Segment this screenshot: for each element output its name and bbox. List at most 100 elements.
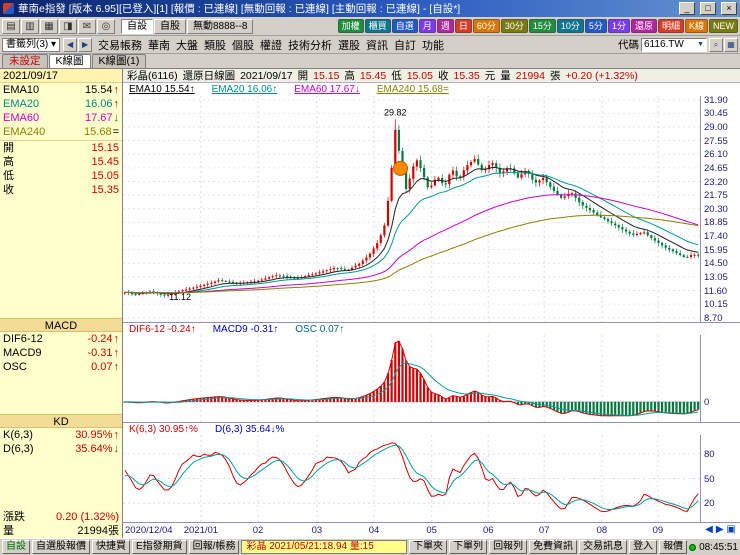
chart-header-seg-0: 彩晶(6116) — [127, 70, 178, 82]
x-axis-label: 09 — [652, 525, 664, 536]
forward-icon[interactable]: ▶ — [78, 37, 93, 52]
menu-item[interactable]: 大盤 — [176, 39, 199, 52]
toolbar-chip[interactable]: NEW — [709, 19, 738, 33]
indicator-arrow-icon: ↑ — [113, 360, 120, 373]
status-ticker[interactable]: 彩晶 2021/05/21:18.94 量:15 — [241, 540, 408, 554]
price-axis-label: 10.15 — [704, 299, 728, 311]
title-bar: 華南e指發 [版本 6.95][已登入][1] [報價 : 已連線] [無動回報… — [0, 0, 740, 17]
code-value: 6116.TW — [644, 39, 684, 50]
status-right-group: 下單夾 下單列 回報列 免費資訊 交易訊息 登入 報價 — [409, 540, 688, 554]
macd-chart[interactable] — [123, 335, 700, 422]
toolbar-chip[interactable]: 5分 — [584, 19, 607, 33]
chart-header-seg-2: 2021/09/17 — [240, 69, 293, 82]
back-icon[interactable]: ◀ — [63, 37, 78, 52]
status-button[interactable]: 報價 — [659, 540, 688, 554]
indicator-number: 15.54 — [84, 84, 113, 96]
status-button[interactable]: 自設 — [2, 540, 30, 554]
indicator-value: 0.07 ↑ — [91, 360, 119, 374]
status-button[interactable]: 免費資訊 — [529, 540, 578, 554]
status-button[interactable]: 登入 — [629, 540, 658, 554]
menu-item[interactable]: 自訂 — [394, 39, 417, 52]
menu-item[interactable]: 選股 — [338, 39, 361, 52]
price-axis-label: 31.90 — [704, 94, 728, 106]
maximize-button[interactable]: □ — [700, 2, 716, 15]
status-button[interactable]: 快捷買 — [92, 540, 130, 554]
bookmark-tab-3[interactable]: 無動8888--8 — [187, 18, 254, 34]
sidebar-indicator-row: 收 15.35 — [0, 183, 122, 197]
menu-item[interactable]: 交易帳務 — [98, 39, 143, 52]
indicator-value: 15.05 — [91, 169, 119, 183]
indicator-label: 高 — [3, 156, 14, 168]
toolbar-chip[interactable]: 自選 — [391, 19, 418, 33]
x-axis-label: 07 — [538, 525, 550, 536]
indicator-label: OSC — [3, 360, 27, 373]
indicator-arrow-icon: = — [112, 126, 119, 138]
menu-item[interactable]: 類股 — [204, 39, 227, 52]
menu-item[interactable]: 權證 — [260, 39, 283, 52]
indicator-value: 15.54 ↑ — [85, 83, 119, 97]
price-axis-label: 30.45 — [704, 108, 728, 120]
indicator-value: 16.06 ↑ — [85, 97, 119, 111]
x-axis-label: 08 — [596, 525, 608, 536]
toolbar-chip[interactable]: 30分 — [500, 19, 528, 33]
toolbar-chip[interactable]: 60分 — [472, 19, 500, 33]
code-input[interactable]: 6116.TW ▼ — [641, 37, 707, 52]
chart-scroll-right-icon[interactable]: ▶ — [715, 524, 724, 535]
status-button[interactable]: 交易訊息 — [579, 540, 628, 554]
price-axis-label: 8.70 — [704, 312, 723, 324]
main-candlestick-chart[interactable]: 29.82 11.12 — [123, 96, 700, 322]
close-button[interactable]: × — [721, 2, 737, 15]
bookmark-bar-dropdown[interactable]: 書籤列(3) ▾ — [2, 37, 61, 52]
menu-item[interactable]: 個股 — [232, 39, 255, 52]
menu-item[interactable]: 技術分析 — [288, 39, 333, 52]
toolbar-chip[interactable]: 加權 — [337, 19, 364, 33]
toolbar-chip[interactable]: 月 — [418, 19, 436, 33]
indicator-number: 15.35 — [91, 184, 119, 196]
sidebar-tab[interactable]: K線圖 — [48, 54, 91, 68]
menu-item[interactable]: 功能 — [422, 39, 445, 52]
toolbar-chip[interactable]: 還原 — [630, 19, 657, 33]
nav-icon-group: ◀ ▶ — [63, 37, 93, 52]
chevron-down-icon[interactable]: ▼ — [697, 41, 704, 48]
price-axis-label: 20.30 — [704, 203, 728, 215]
status-button[interactable]: E指發期貨 — [132, 540, 187, 554]
toolbar-chip[interactable]: 櫃買 — [364, 19, 391, 33]
settings-icon[interactable]: ◎ — [97, 18, 115, 34]
sidebar-tab[interactable]: K線圖(1) — [91, 54, 147, 68]
sidebar-tab[interactable]: 未設定 — [2, 54, 48, 68]
mail-icon[interactable]: ✉ — [78, 18, 96, 34]
kd-chart[interactable] — [123, 435, 700, 522]
toolbar-chip[interactable]: 日 — [454, 19, 472, 33]
status-button[interactable]: 下單夾 — [409, 540, 448, 554]
indicator-label: 漲跌 — [3, 511, 25, 523]
workspace-icon[interactable]: ▦ — [724, 37, 738, 52]
bookmark-tab-2[interactable]: 自股 — [154, 18, 186, 34]
grid-icon[interactable]: ▦ — [40, 18, 58, 34]
minimize-button[interactable]: _ — [679, 2, 695, 15]
x-axis-label: 03 — [311, 525, 323, 536]
menu-item[interactable]: 華南 — [148, 39, 171, 52]
print-icon[interactable]: ▥ — [21, 18, 39, 34]
chart-header-seg-10: 15.35 — [453, 69, 480, 82]
price-axis-label: 27.55 — [704, 135, 728, 147]
status-button[interactable]: 下單列 — [449, 540, 488, 554]
layout-icon[interactable]: ◨ — [59, 18, 77, 34]
save-icon[interactable]: ▤ — [2, 18, 20, 34]
toolbar-chip[interactable]: 明細 — [657, 19, 684, 33]
status-button[interactable]: 自選股報價 — [32, 540, 90, 554]
status-button[interactable]: 回報/帳務 — [188, 540, 240, 554]
toolbar-chip[interactable]: 1分 — [607, 19, 630, 33]
toolbar-chip[interactable]: K線 — [684, 19, 708, 33]
menu-item[interactable]: 資訊 — [366, 39, 389, 52]
toolbar-chip[interactable]: 10分 — [556, 19, 584, 33]
toolbar-chip[interactable]: 週 — [436, 19, 454, 33]
search-icon[interactable]: ⌕ — [709, 37, 723, 52]
macd-legend-item-2: OSC 0.07↑ — [295, 323, 345, 335]
toolbar-chip[interactable]: 15分 — [528, 19, 556, 33]
chart-scroll-left-icon[interactable]: ◀ — [705, 524, 713, 535]
bookmark-tab-1[interactable]: 自設 — [121, 18, 153, 34]
indicator-value: 15.45 — [91, 155, 119, 169]
status-button[interactable]: 回報列 — [489, 540, 528, 554]
indicator-number: 30.95% — [75, 429, 113, 442]
chart-fullscreen-icon[interactable]: ▣ — [726, 524, 736, 535]
